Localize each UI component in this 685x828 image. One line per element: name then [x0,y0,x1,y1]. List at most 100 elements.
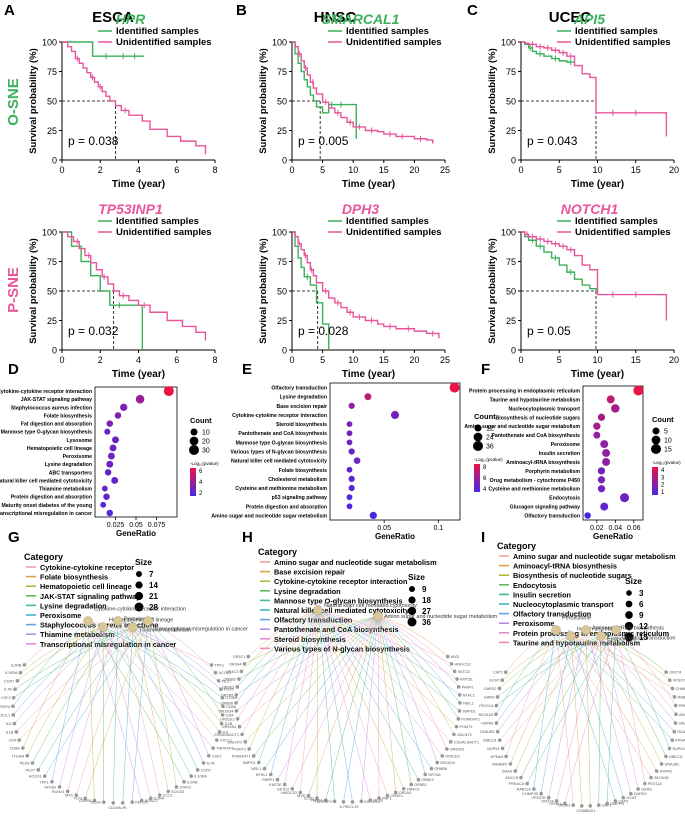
gene-node [234,693,239,697]
gene-label: MYC [65,794,74,798]
gene-label: CHMP2B [675,687,685,691]
term-dot [101,485,108,492]
network-edge [87,620,214,749]
gene-label: CCL5 [163,794,173,798]
network-edge [555,629,652,778]
x-tick-label: 15 [631,165,641,175]
gene-node [341,800,346,804]
x-tick-label: 8 [212,355,217,365]
term-dot [600,440,609,449]
gene-node [674,712,678,717]
gene-label: OR2T4 [541,799,553,803]
legend-label-identified: Identified samples [346,216,429,227]
y-tick-label: 100 [272,38,287,48]
term-dot [597,413,606,421]
gene-node [596,803,601,807]
category-legend-label: Mannose type O-glycan biosynthesis [274,596,403,605]
network-edge [377,615,461,704]
gene-label: CXCL1 [0,713,10,717]
network-edge [132,626,169,792]
x-tick-label: 25 [440,165,450,175]
x-tick-label: 0 [518,165,523,175]
gene-label: MICB [373,799,383,803]
network-edge [132,626,219,682]
size-legend-dot [136,571,142,577]
network-edge [235,609,319,704]
gene-node [445,654,450,659]
size-legend-label: 10 [202,430,210,437]
legend-label-unidentified: Unidentified samples [116,227,212,238]
term-dot [103,493,110,500]
category-legend-label: Insulin secretion [513,590,571,599]
x-axis-title: Time (year) [112,369,165,380]
panel-letter-b: B [236,2,247,19]
size-legend-label: 14 [149,581,158,590]
color-legend-label: 6 [199,469,203,475]
network-edge [308,615,379,796]
y-axis-title: Survival probability (%) [487,238,498,344]
network-edge [248,609,319,657]
network-edge [317,609,371,801]
gene-node [500,746,505,751]
gene-label: IL21R [91,801,101,805]
term-dot [390,410,400,420]
network-edge [377,615,455,672]
network-edge [520,635,602,778]
term-label: Maturity onset diabetes of the young [1,503,92,509]
gene-label: CD8A [226,705,237,709]
color-legend-bar [652,467,658,495]
legend-label-identified: Identified samples [116,216,199,227]
legend-label-identified: Identified samples [346,26,429,37]
gene-label: SOCS3 [171,790,184,794]
km-curve-identified-samples [62,231,144,350]
term-dot [602,457,611,466]
gene-node [504,670,508,675]
network-edge [570,635,675,732]
gene-label: UBE2J1 [483,739,497,743]
network-edge [14,620,119,724]
size-legend-label: 9 [639,611,644,620]
network-edge [548,629,587,798]
network-edge [248,609,319,750]
pathway-node [551,625,561,635]
panel-letter-e: E [242,361,252,378]
y-tick-label: 75 [47,67,57,77]
size-legend-dot [135,581,143,589]
category-legend-label: Natural killer cell mediated cytotoxicit… [274,606,410,615]
gene-node [11,713,16,717]
gene-label: ACOX1 [29,775,42,779]
x-axis-title: GeneRatio [375,532,415,541]
x-axis-title: Time (year) [571,179,624,190]
panel-letter-h: H [242,529,253,546]
y-tick-label: 75 [277,67,287,77]
gene-node [605,801,609,806]
gene-node [157,793,162,797]
dotplot-panel-e: Olfactory transduction Lysine degradation… [211,382,503,541]
gene-node [211,746,215,750]
category-legend-label: Steroid biosynthesis [274,635,346,644]
gene-node [50,780,54,784]
gene-node [257,760,261,765]
gene-label: CAP2 [618,799,628,803]
gene-label: IL1B [6,730,14,734]
gene-node [429,766,434,771]
gene-node [667,746,672,751]
gene-node [111,801,116,805]
size-legend-dot [624,621,634,631]
color-legend-title: -Log₁₀(pvalue) [652,460,681,465]
p-value: p = 0.05 [527,324,571,338]
gene-node [74,793,79,797]
x-tick-label: 0 [518,355,523,365]
panel-letter-f: F [481,361,490,378]
size-legend-dot [651,444,661,454]
term-dot [369,511,377,520]
term-label: Mannose type O-glycan biosynthesis [1,430,92,436]
color-legend-title: -Log₁₀(pvalue) [190,461,219,466]
pathway-node-label: Amino sugar and nucleotide sugar metabol… [384,614,498,620]
y-tick-label: 100 [501,228,516,238]
term-label: ABC transporters [49,470,92,476]
gene-label: SC5D [304,797,314,801]
dotplot-frame [329,382,461,521]
y-axis-title: Survival probability (%) [258,238,269,344]
gene-node [247,747,251,751]
